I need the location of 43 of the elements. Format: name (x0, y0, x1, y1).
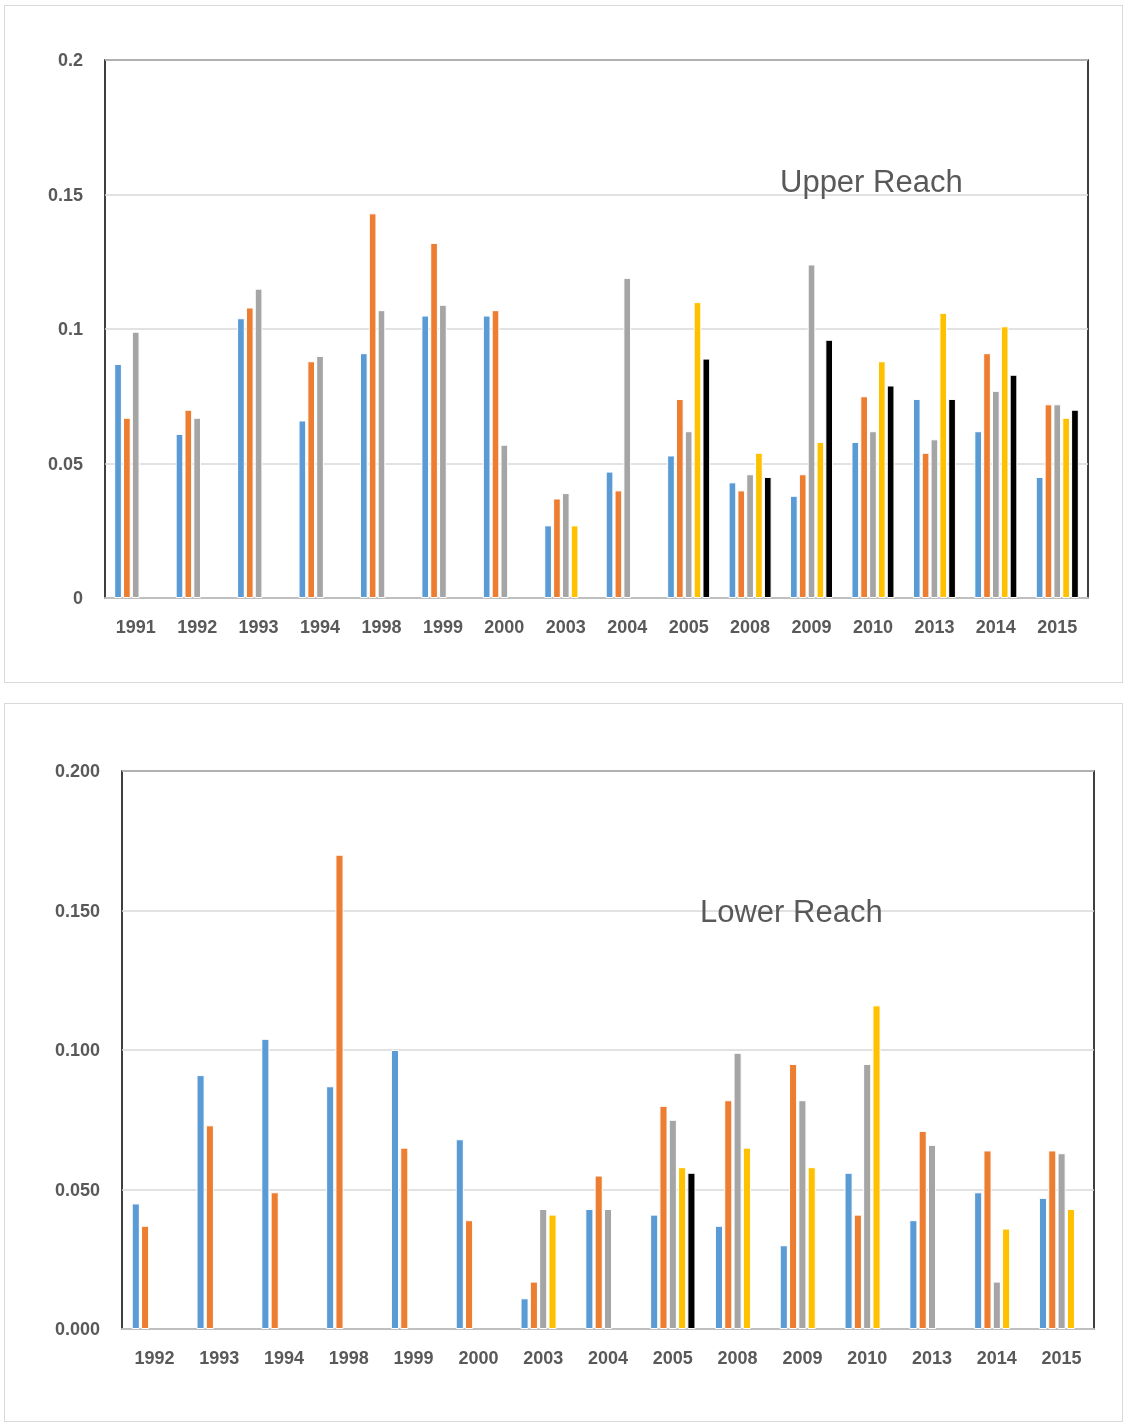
y-tick-label: 0.2 (57, 50, 83, 70)
x-tick-label: 1993 (199, 1348, 240, 1368)
x-tick-label: 2010 (847, 1348, 888, 1368)
y-tick-label: 0.100 (54, 1040, 100, 1060)
x-tick-label: 1993 (238, 617, 279, 637)
x-tick-label: 1999 (422, 617, 463, 637)
x-tick-label: 2003 (523, 1348, 564, 1368)
x-tick-label: 1994 (300, 617, 341, 637)
y-tick-label: 0 (72, 588, 83, 608)
x-tick-label: 1992 (134, 1348, 175, 1368)
x-tick-label: 1998 (328, 1348, 369, 1368)
x-tick-label: 2015 (1037, 617, 1078, 637)
x-tick-label: 1991 (115, 617, 156, 637)
x-tick-label: 2000 (458, 1348, 499, 1368)
x-tick-label: 2004 (587, 1348, 629, 1368)
x-tick-label: 2014 (976, 1348, 1017, 1368)
x-tick-label: 2005 (668, 617, 709, 637)
x-tick-label: 1998 (361, 617, 402, 637)
x-tick-label: 2008 (730, 617, 771, 637)
y-tick-label: 0.200 (54, 761, 100, 781)
x-tick-label: 2008 (717, 1348, 758, 1368)
y-tick-label: 0.1 (57, 319, 83, 339)
x-tick-label: 2010 (852, 617, 893, 637)
x-tick-label: 2003 (545, 617, 586, 637)
y-tick-label: 0.000 (54, 1319, 100, 1339)
x-tick-label: 1994 (263, 1348, 305, 1368)
x-tick-label: 2009 (791, 617, 832, 637)
y-tick-label: 0.05 (47, 453, 83, 474)
text: Lower Reach (700, 894, 883, 929)
text: Upper Reach (780, 164, 963, 199)
x-tick-label: 2009 (782, 1348, 823, 1368)
x-tick-label: 2004 (607, 617, 648, 637)
x-tick-label: 2005 (652, 1348, 693, 1368)
x-tick-label: 2013 (911, 1348, 953, 1368)
x-tick-label: 2013 (914, 617, 955, 637)
x-tick-label: 1992 (177, 617, 218, 637)
y-tick-label: 0.15 (47, 184, 83, 205)
x-tick-label: 2000 (484, 617, 525, 637)
y-tick-label: 0.150 (54, 900, 100, 921)
x-tick-label: 2014 (975, 617, 1016, 637)
x-tick-label: 2015 (1041, 1348, 1082, 1368)
x-tick-label: 1999 (393, 1348, 434, 1368)
y-tick-label: 0.050 (54, 1179, 100, 1200)
